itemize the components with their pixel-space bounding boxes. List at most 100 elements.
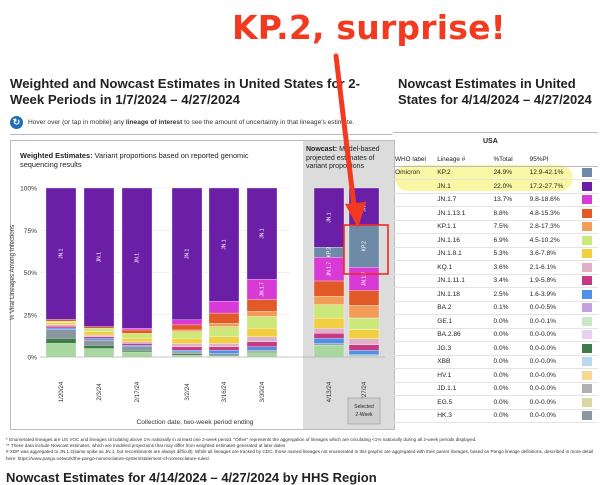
- cell-total: 0.1%: [491, 301, 528, 315]
- cell-swatch: [579, 233, 598, 248]
- nowcast-heading: Nowcast:: [306, 146, 338, 153]
- cell-total: 0.0%: [491, 314, 528, 329]
- table-row[interactable]: BA.2 0.1% 0.0-0.5%: [393, 301, 598, 315]
- cell-swatch: [579, 368, 598, 383]
- bar-segment: [121, 341, 153, 344]
- cell-lineage: JN.1.7: [435, 193, 492, 207]
- cell-lineage: HV.1: [435, 368, 492, 383]
- bar-segment: [313, 317, 345, 329]
- cell-swatch: [579, 260, 598, 275]
- cell-lineage: BA.2.86: [435, 328, 492, 342]
- cell-pi: 9.8-18.6%: [527, 193, 580, 207]
- bar-segment: [171, 187, 203, 320]
- cell-pi: 0.0-0.0%: [527, 368, 580, 383]
- bar-segment: [313, 328, 345, 334]
- table-row[interactable]: JN.1.11.1 3.4% 1.9-5.8%: [393, 274, 598, 288]
- cell-lineage: KP.1.1: [435, 220, 492, 234]
- bar-segment: [246, 352, 278, 358]
- color-swatch: [581, 168, 592, 178]
- cell-who: [393, 301, 436, 315]
- cell-lineage: KQ.1: [435, 260, 492, 275]
- table-header-row: WHO label Lineage # %Total 95%PI: [393, 154, 598, 167]
- cell-pi: 0.0-0.0%: [527, 355, 580, 369]
- bar-segment: [313, 187, 345, 248]
- cell-who: [393, 193, 436, 207]
- table-row[interactable]: Omicron KP.2 24.9% 12.9-42.1%: [393, 166, 598, 180]
- cell-who: [393, 314, 436, 329]
- cell-pi: 1.9-5.8%: [527, 274, 580, 288]
- color-swatch: [581, 343, 592, 353]
- cell-total: 5.3%: [491, 247, 528, 261]
- cell-who: [393, 247, 436, 261]
- bar-segment: [246, 187, 278, 280]
- cell-lineage: JN.1.11.1: [435, 274, 492, 288]
- cell-who: [393, 355, 436, 369]
- weighted-heading: Weighted Estimates:: [20, 151, 93, 160]
- color-swatch: [581, 316, 592, 326]
- cell-total: 6.9%: [491, 233, 528, 248]
- bar-segment: [83, 336, 115, 339]
- table-row[interactable]: JD.1.1 0.0% 0.0-0.0%: [393, 382, 598, 396]
- cell-total: 3.6%: [491, 260, 528, 275]
- cell-total: 2.5%: [491, 287, 528, 302]
- bar-segment: [121, 351, 153, 358]
- table-row[interactable]: JN.1.16 6.9% 4.5-10.2%: [393, 233, 598, 248]
- cell-lineage: JN.1.13.1: [435, 206, 492, 221]
- footnote-3: # XDP was aggregated to JN.1.4(same spik…: [6, 449, 594, 461]
- cell-pi: 1.6-3.9%: [527, 287, 580, 302]
- cell-swatch: [579, 382, 598, 396]
- x-tick-label: 3/2/24: [184, 383, 191, 401]
- cell-total: 0.0%: [491, 368, 528, 383]
- table-row[interactable]: HK.3 0.0% 0.0-0.0%: [393, 409, 598, 423]
- callout-arrow-shaft: [333, 53, 358, 217]
- color-swatch: [581, 330, 592, 340]
- bar-label: KP.2: [361, 241, 367, 251]
- table-row[interactable]: JN.1.7 13.7% 9.8-18.6%: [393, 193, 598, 207]
- table-row[interactable]: XBB 0.0% 0.0-0.0%: [393, 355, 598, 369]
- bar-segment: [348, 344, 380, 351]
- bar-label: JN.1.7: [361, 271, 367, 286]
- bar-segment: [121, 346, 153, 351]
- table-row[interactable]: JG.3 0.0% 0.0-0.0%: [393, 341, 598, 356]
- table-row[interactable]: BA.2.86 0.0% 0.0-0.0%: [393, 328, 598, 342]
- table-row[interactable]: JN.1.13.1 8.8% 4.8-15.3%: [393, 206, 598, 221]
- cell-lineage: BA.2: [435, 301, 492, 315]
- table-row[interactable]: KQ.1 3.6% 2.1-6.1%: [393, 260, 598, 275]
- table-row[interactable]: JN.1.18 2.5% 1.6-3.9%: [393, 287, 598, 302]
- table-row[interactable]: JN.1 22.0% 17.2-27.7%: [393, 179, 598, 194]
- bar-label: JN.1.7: [326, 262, 332, 277]
- cell-pi: 4.8-15.3%: [527, 206, 580, 221]
- x-tick-label: 1/20/24: [58, 381, 65, 402]
- bar-segment: [45, 324, 77, 327]
- callout-arrow-head: [345, 202, 366, 228]
- bar-segment: [208, 323, 240, 327]
- table-row[interactable]: EG.5 0.0% 0.0-0.0%: [393, 395, 598, 410]
- table-row[interactable]: JN.1.8.1 5.3% 3.6-7.8%: [393, 247, 598, 261]
- cell-pi: 0.0-0.0%: [527, 341, 580, 356]
- table-row[interactable]: KP.1.1 7.5% 2.8-17.3%: [393, 220, 598, 234]
- cell-who: Omicron: [393, 166, 436, 180]
- bar-segment: [83, 334, 115, 337]
- bar-segment: [121, 350, 153, 353]
- bar-segment: [313, 345, 345, 358]
- nowcast-table-title: Nowcast Estimates in United States for 4…: [398, 76, 592, 107]
- cell-pi: 2.1-6.1%: [527, 260, 580, 275]
- bar-segment: [83, 338, 115, 341]
- table-divider: [393, 132, 598, 133]
- bar-segment: [45, 322, 77, 325]
- bar-segment: [45, 326, 77, 329]
- y-axis-label: % Viral Lineages Among Infections: [9, 225, 16, 321]
- cell-lineage: JN.1.8.1: [435, 247, 492, 261]
- bar-segment: [121, 333, 153, 339]
- bar-segment: [348, 290, 380, 306]
- cell-total: 7.5%: [491, 220, 528, 234]
- col-lineage: Lineage #: [435, 154, 492, 167]
- bar-segment: [171, 329, 203, 332]
- bar-segment: [208, 343, 240, 348]
- table-row[interactable]: HV.1 0.0% 0.0-0.0%: [393, 368, 598, 383]
- y-tick-label: 25%: [24, 312, 37, 319]
- bar-segment: [171, 346, 203, 351]
- table-row[interactable]: GE.1 0.0% 0.0-0.1%: [393, 314, 598, 329]
- color-swatch: [581, 208, 592, 218]
